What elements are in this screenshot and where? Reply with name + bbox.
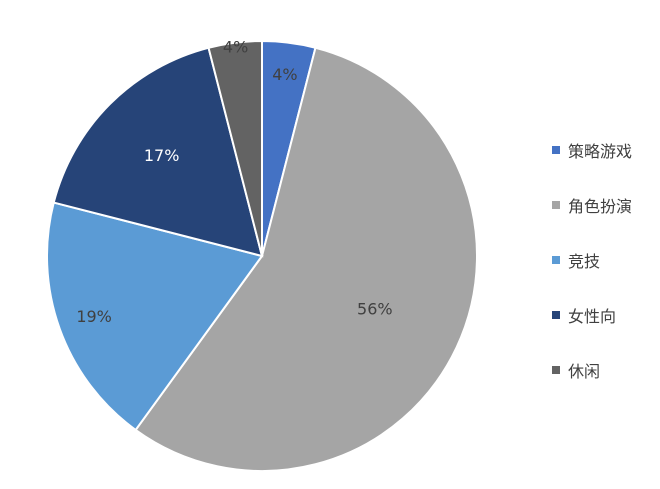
pie-slice-rpg: [134, 46, 478, 472]
legend-item-casual: 休闲: [552, 356, 632, 384]
legend-swatch-strategy: [552, 146, 560, 154]
legend-label-rpg: 角色扮演: [568, 197, 633, 216]
legend-label-competitive: 竞技: [568, 252, 601, 271]
pie-slices: [46, 39, 478, 472]
data-label-female-oriented: 17%: [144, 146, 180, 165]
legend-item-rpg: 角色扮演: [552, 191, 632, 219]
legend-swatch-female-oriented: [552, 311, 560, 319]
pie-slice-casual: [207, 39, 263, 257]
legend-label-strategy: 策略游戏: [568, 142, 633, 161]
legend-label-casual: 休闲: [568, 362, 601, 381]
legend-item-female-oriented: 女性向: [552, 301, 632, 329]
pie-data-labels: 4% 56% 19% 17% 4%: [76, 37, 392, 325]
legend-swatch-rpg: [552, 201, 560, 209]
legend-label-female-oriented: 女性向: [568, 307, 617, 326]
legend-item-competitive: 竞技: [552, 246, 632, 274]
pie-slice-female-oriented: [52, 46, 264, 258]
pie-slice-competitive: [46, 201, 264, 432]
data-label-strategy: 4%: [272, 65, 297, 84]
legend-item-strategy: 策略游戏: [552, 136, 632, 164]
data-label-competitive: 19%: [76, 307, 112, 326]
chart-legend: 策略游戏 角色扮演 竞技 女性向 休闲: [552, 136, 632, 411]
data-label-rpg: 56%: [357, 300, 393, 319]
legend-swatch-casual: [552, 366, 560, 374]
legend-swatch-competitive: [552, 256, 560, 264]
data-label-casual: 4%: [223, 37, 248, 56]
